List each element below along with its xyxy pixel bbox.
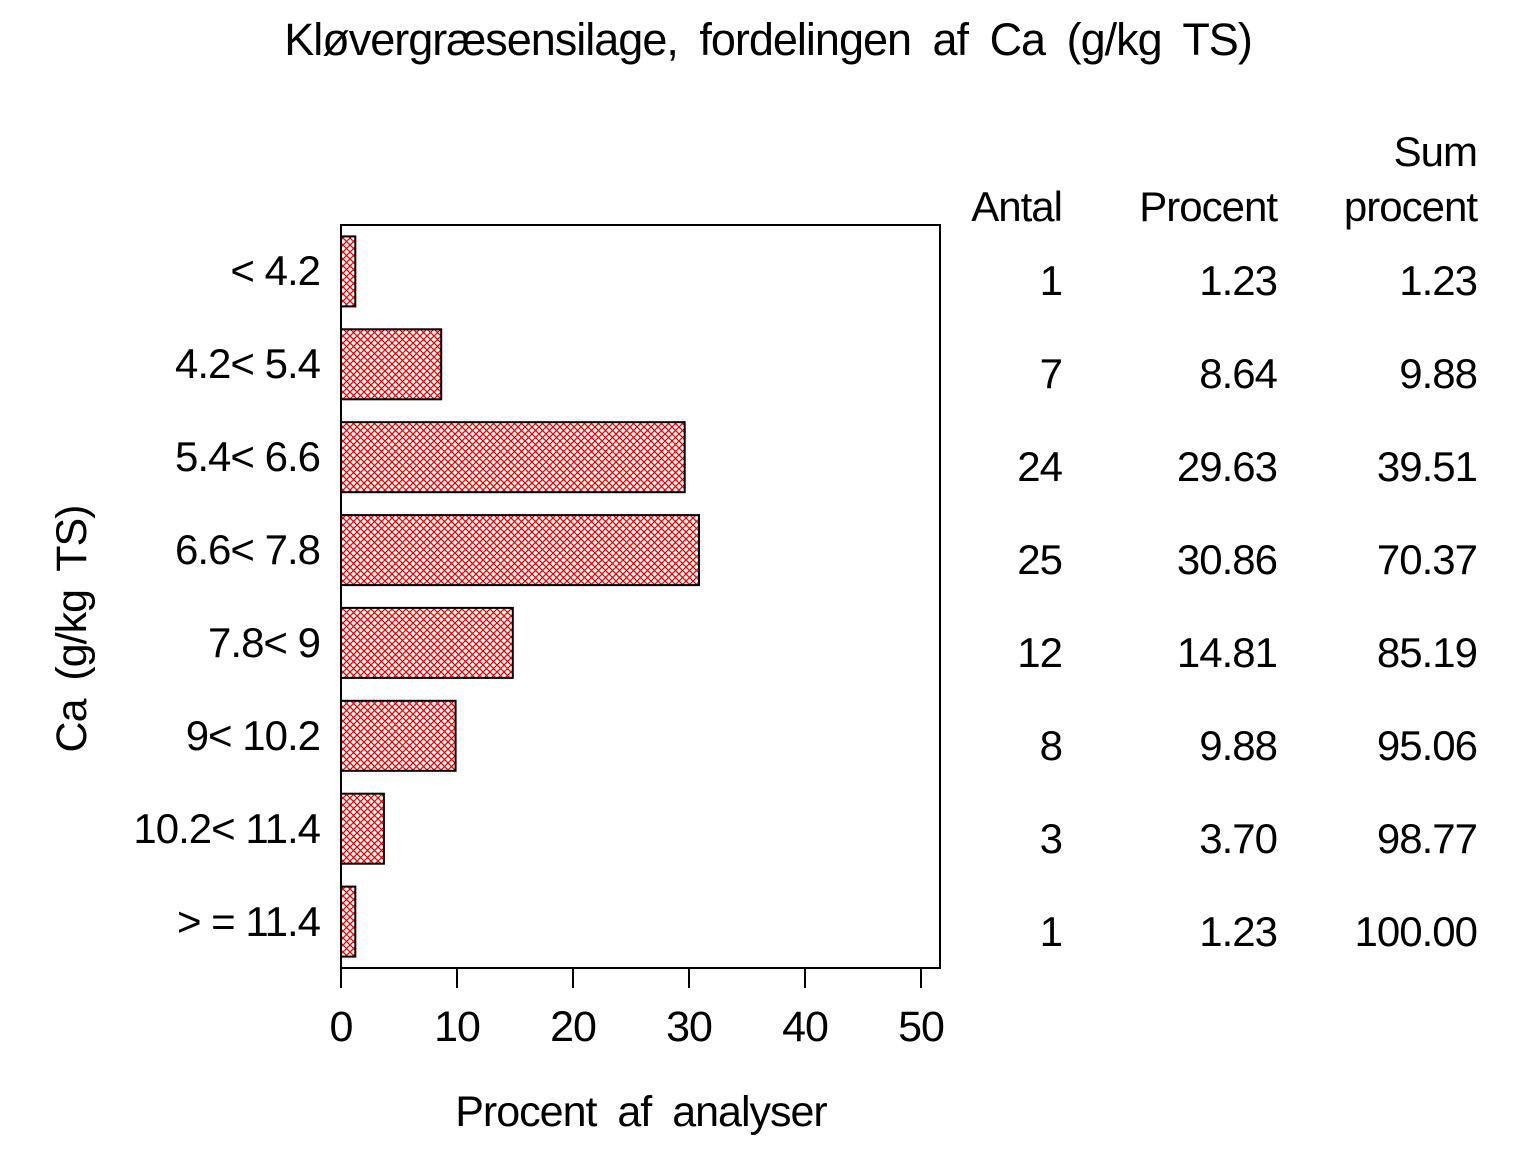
table-cell-antal: 8	[1039, 722, 1063, 769]
table-cell-procent: 1.23	[1199, 257, 1278, 304]
table-cell-sum-procent: 85.19	[1376, 629, 1478, 676]
category-label: 6.6< 7.8	[175, 526, 321, 573]
table-cell-sum-procent: 70.37	[1376, 536, 1478, 583]
bar-0	[340, 235, 357, 308]
x-tick-label: 40	[782, 1003, 829, 1051]
x-axis-title: Procent af analyser	[455, 1088, 827, 1136]
table-cell-sum-procent: 95.06	[1376, 722, 1478, 769]
category-label: > = 11.4	[176, 898, 321, 945]
bar-1	[340, 328, 443, 401]
bar-3	[340, 514, 700, 587]
table-header-antal: Antal	[971, 183, 1063, 230]
table-cell-antal: 12	[1017, 629, 1063, 676]
table-cell-antal: 3	[1039, 815, 1063, 862]
bars-group	[340, 235, 700, 958]
x-tick-label: 30	[666, 1003, 713, 1051]
category-label: 10.2< 11.4	[133, 805, 321, 852]
category-label: 4.2< 5.4	[175, 340, 321, 387]
table-cell-procent: 30.86	[1176, 536, 1278, 583]
table-cell-procent: 3.70	[1199, 815, 1278, 862]
x-tick-label: 10	[434, 1003, 481, 1051]
category-label: 5.4< 6.6	[175, 433, 321, 480]
table-cell-antal: 24	[1017, 443, 1063, 490]
table-cell-procent: 8.64	[1199, 350, 1278, 397]
table-cell-procent: 9.88	[1199, 722, 1278, 769]
category-label: 7.8< 9	[208, 619, 321, 666]
plot-frame	[340, 224, 941, 969]
x-tick-label: 0	[329, 1003, 354, 1051]
table-cell-sum-procent: 98.77	[1376, 815, 1478, 862]
bar-6	[340, 792, 385, 865]
table-cell-procent: 1.23	[1199, 908, 1278, 955]
table-cell-antal: 1	[1039, 257, 1063, 304]
table-cell-antal: 7	[1039, 350, 1063, 397]
table-cell-procent: 14.81	[1176, 629, 1278, 676]
category-label: 9< 10.2	[185, 712, 321, 759]
x-axis-ticks	[340, 968, 922, 988]
table-header-procent: Procent	[1139, 183, 1278, 230]
table-cell-sum-procent: 100.00	[1354, 908, 1478, 955]
category-label: < 4.2	[230, 247, 321, 294]
table-cell-procent: 29.63	[1176, 443, 1278, 490]
table-header-sum-line2: procent	[1343, 183, 1478, 230]
table-cell-antal: 25	[1017, 536, 1063, 583]
x-tick-label: 50	[898, 1003, 945, 1051]
chart-title: Kløvergræsensilage, fordelingen af Ca (g…	[284, 14, 1253, 65]
table-cell-sum-procent: 1.23	[1399, 257, 1478, 304]
bar-7	[340, 885, 357, 958]
x-tick-label: 20	[550, 1003, 597, 1051]
bar-2	[340, 421, 686, 494]
table-cell-sum-procent: 9.88	[1399, 350, 1478, 397]
table-cell-antal: 1	[1039, 908, 1063, 955]
table-cell-sum-procent: 39.51	[1376, 443, 1478, 490]
bar-4	[340, 606, 514, 679]
table-header-sum-line1: Sum	[1393, 128, 1478, 175]
bar-5	[340, 699, 457, 772]
